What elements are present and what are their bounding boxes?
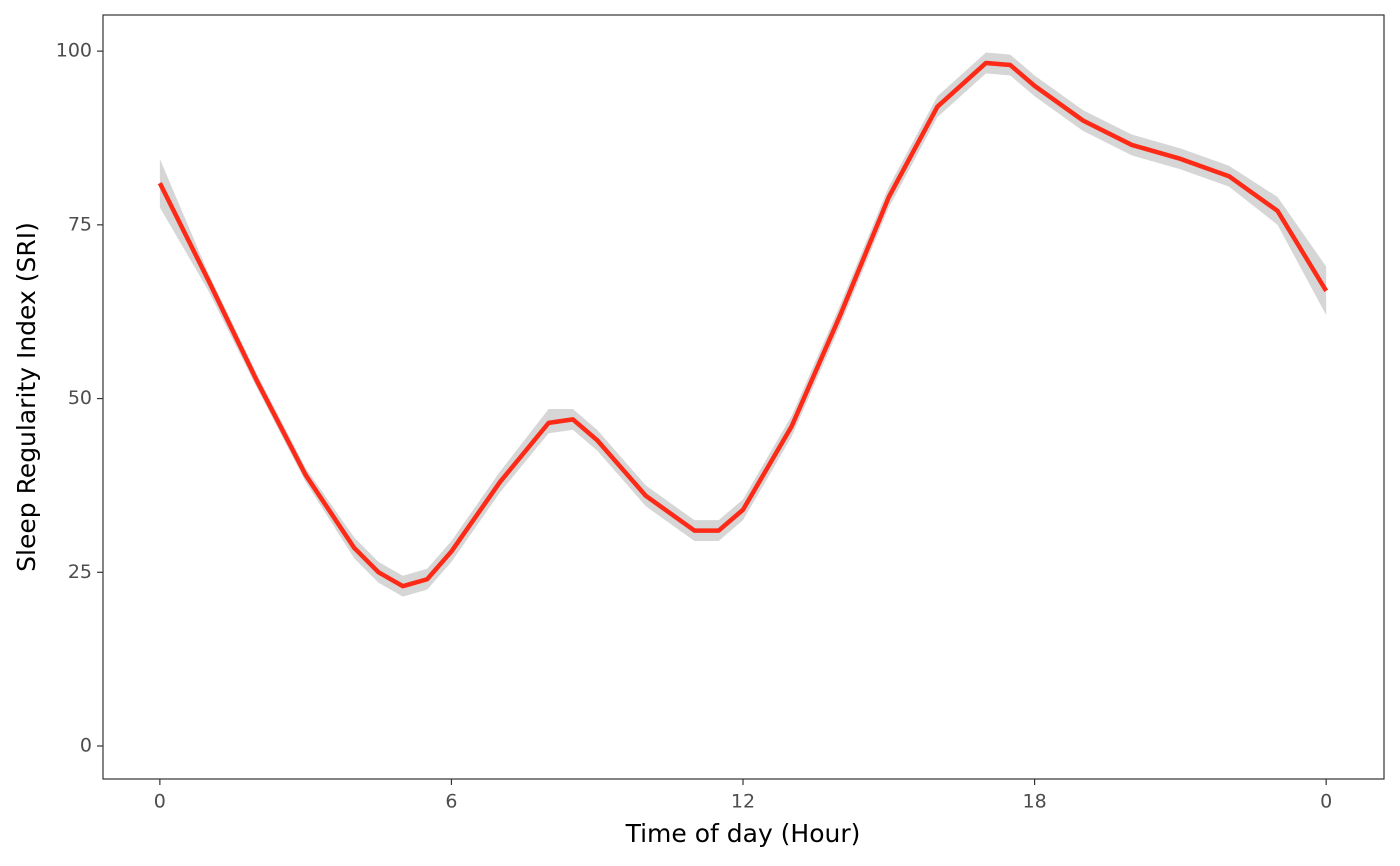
y-tick-label: 25 bbox=[68, 561, 92, 583]
x-tick-label: 6 bbox=[445, 791, 457, 813]
plot-border bbox=[102, 14, 1385, 780]
y-tick-label: 100 bbox=[56, 40, 92, 62]
y-tick-label: 0 bbox=[80, 734, 92, 756]
x-axis-title: Time of day (Hour) bbox=[625, 819, 861, 848]
line bbox=[157, 60, 1329, 589]
y-axis-title: Sleep Regularity Index (SRI) bbox=[12, 222, 41, 572]
x-tick-label: 0 bbox=[1320, 791, 1332, 813]
y-tick-label: 75 bbox=[68, 213, 92, 235]
y-tick-label: 50 bbox=[68, 387, 92, 409]
x-tick-label: 12 bbox=[731, 791, 755, 813]
x-tick-label: 18 bbox=[1022, 791, 1046, 813]
x-tick-label: 0 bbox=[154, 791, 166, 813]
